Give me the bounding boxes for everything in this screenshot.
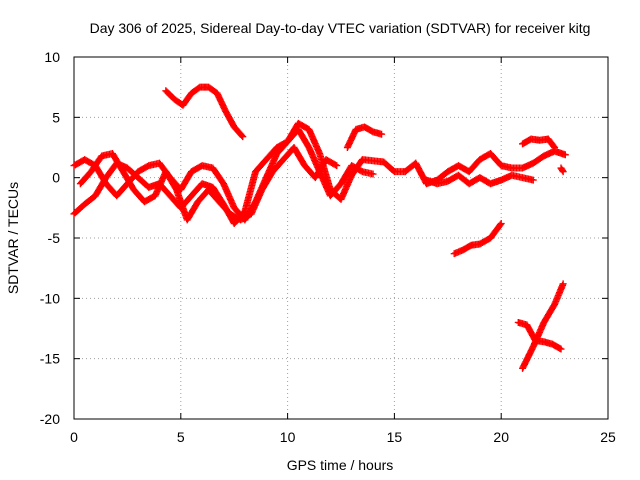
- data-point: [497, 220, 505, 228]
- y-axis-label: SDTVAR / TECUs: [5, 182, 21, 294]
- data-point: [561, 151, 569, 159]
- data-point: [559, 168, 567, 176]
- data-points: [70, 83, 569, 372]
- x-tick-label: 10: [280, 429, 296, 445]
- series-s5: [343, 123, 386, 151]
- data-point: [369, 170, 377, 178]
- data-point: [558, 166, 566, 174]
- series-s3: [76, 144, 341, 224]
- x-tick-label: 5: [177, 429, 185, 445]
- series-s4: [162, 83, 247, 141]
- data-point: [559, 280, 567, 288]
- y-tick-label: -10: [40, 290, 60, 306]
- data-point: [238, 132, 246, 140]
- chart-title: Day 306 of 2025, Sidereal Day-to-day VTE…: [90, 20, 591, 36]
- series-s8: [519, 135, 559, 151]
- y-tick-label: 5: [52, 109, 60, 125]
- y-tick-label: -5: [48, 230, 61, 246]
- y-tick-label: 0: [52, 170, 60, 186]
- data-point: [496, 221, 504, 229]
- x-tick-label: 0: [70, 429, 78, 445]
- data-point: [378, 130, 386, 138]
- axis-ticks: 0 5 10 15 20 25 -20 -15 -10 -5 0 5 10: [40, 49, 616, 445]
- data-point: [239, 133, 247, 141]
- data-point: [550, 142, 558, 150]
- data-point: [557, 345, 565, 353]
- series-s12: [519, 280, 567, 372]
- x-axis-label: GPS time / hours: [287, 457, 394, 473]
- y-tick-label: -15: [40, 351, 60, 367]
- x-tick-label: 15: [387, 429, 403, 445]
- y-tick-label: 10: [44, 49, 60, 65]
- data-point: [529, 176, 537, 184]
- x-tick-label: 20: [493, 429, 509, 445]
- data-point: [551, 144, 559, 151]
- data-point: [333, 162, 341, 170]
- x-tick-label: 25: [600, 429, 616, 445]
- series-s10: [450, 220, 505, 258]
- series-s7: [422, 171, 537, 188]
- data-point: [331, 161, 339, 169]
- y-tick-label: -20: [40, 411, 60, 427]
- series-s9: [557, 164, 567, 176]
